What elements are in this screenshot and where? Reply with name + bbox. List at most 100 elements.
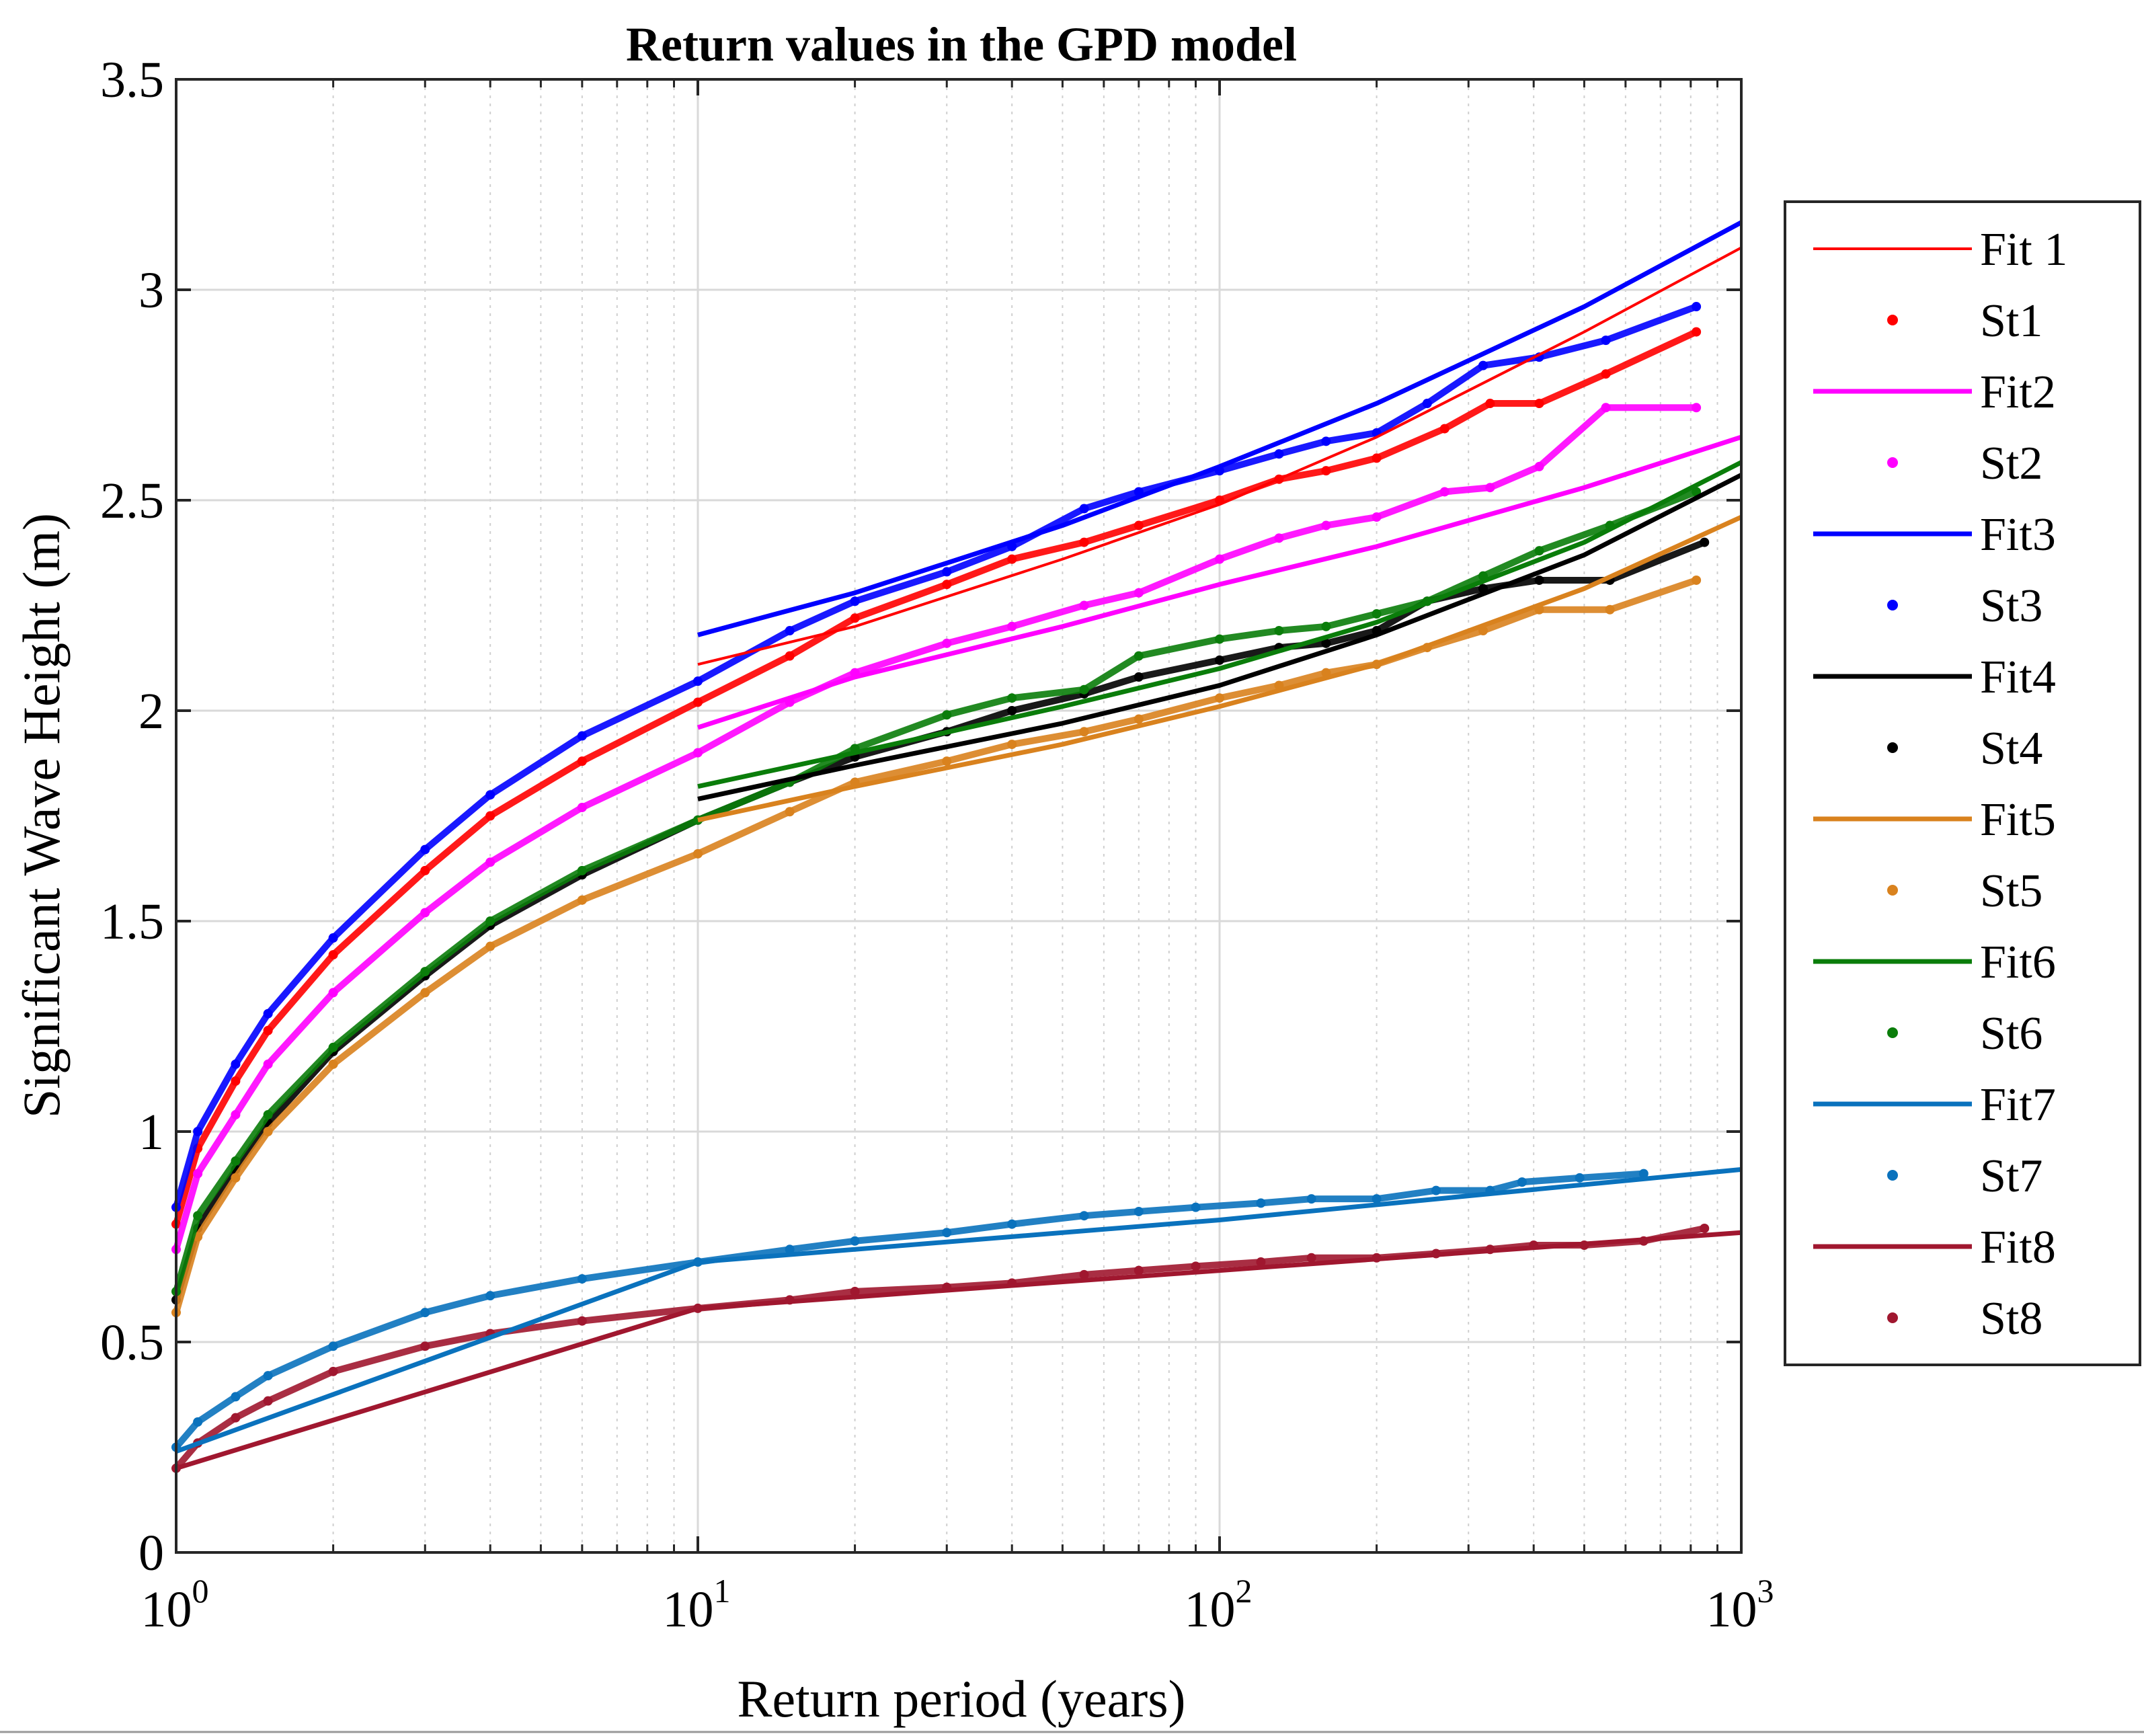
station-point xyxy=(420,1341,430,1351)
legend-label: St1 xyxy=(1980,295,2042,347)
station-point xyxy=(942,756,952,766)
station-trace xyxy=(173,1170,1644,1450)
legend-dot-swatch xyxy=(1887,742,1898,753)
station-point xyxy=(1439,487,1450,497)
station-point xyxy=(420,967,430,977)
station-point xyxy=(1079,727,1089,737)
station-point xyxy=(420,844,430,855)
station-point xyxy=(1692,302,1702,312)
station-point xyxy=(1638,1169,1649,1179)
station-point xyxy=(1439,424,1450,434)
y-tick-label: 3 xyxy=(138,262,164,319)
legend-box xyxy=(1784,200,2141,1366)
station-point xyxy=(1191,1261,1201,1271)
station-point xyxy=(1079,600,1089,610)
station-point xyxy=(193,1211,203,1221)
legend-label: Fit4 xyxy=(1980,652,2056,703)
station-point xyxy=(1372,512,1382,522)
legend-dot-swatch xyxy=(1887,600,1898,610)
y-tick-label: 3.5 xyxy=(100,52,164,108)
station-point xyxy=(1372,1194,1382,1204)
station-point xyxy=(1321,466,1331,476)
legend-label: St5 xyxy=(1980,865,2042,917)
station-point xyxy=(1534,461,1544,471)
station-point xyxy=(231,1173,241,1183)
station-point xyxy=(1256,1198,1266,1208)
station-point xyxy=(942,1228,952,1238)
chart-title: Return values in the GPD model xyxy=(626,17,1297,71)
station-point xyxy=(577,895,587,905)
station-point xyxy=(1079,1269,1089,1279)
station-point xyxy=(693,697,703,707)
station-point xyxy=(1517,1177,1527,1187)
station-point xyxy=(1191,1202,1201,1212)
station-point xyxy=(1134,672,1144,682)
station-point xyxy=(1007,1219,1017,1229)
station-point xyxy=(1134,1265,1144,1275)
x-tick-label: 101 xyxy=(663,1572,731,1638)
station-point xyxy=(1321,638,1331,648)
station-point xyxy=(231,1392,241,1402)
station-point xyxy=(420,1308,430,1318)
fit-line-fit2 xyxy=(697,434,1743,730)
station-point xyxy=(1321,436,1331,446)
station-point xyxy=(420,988,430,998)
station-trace xyxy=(173,404,1697,1251)
station-point xyxy=(1079,684,1089,695)
legend-label: Fit2 xyxy=(1980,366,2056,418)
station-point xyxy=(1079,504,1089,514)
station-trace xyxy=(173,303,1698,1209)
legend-label: St8 xyxy=(1980,1293,2042,1345)
station-point xyxy=(420,865,430,875)
station-point xyxy=(328,950,338,960)
station-point xyxy=(231,1076,241,1086)
station-point xyxy=(1215,655,1224,665)
station-point xyxy=(1700,537,1710,547)
station-point xyxy=(263,1025,273,1035)
station-point xyxy=(577,802,587,812)
station-point xyxy=(1534,399,1544,409)
station-point xyxy=(420,908,430,918)
station-point xyxy=(577,865,587,875)
station-point xyxy=(263,1396,273,1406)
legend-label: St4 xyxy=(1980,723,2042,775)
fit-line-fit1 xyxy=(697,246,1742,666)
station-point xyxy=(193,1169,203,1179)
legend-label: Fit5 xyxy=(1980,794,2056,846)
station-st3 xyxy=(171,302,1702,1212)
station-point xyxy=(328,1341,338,1351)
station-point xyxy=(328,933,338,943)
station-point xyxy=(1007,554,1017,564)
station-point xyxy=(942,710,952,720)
station-point xyxy=(1372,453,1382,463)
station-point xyxy=(850,596,860,606)
legend-label: Fit3 xyxy=(1980,509,2056,561)
station-point xyxy=(231,1059,241,1069)
station-point xyxy=(193,1417,203,1427)
legend-dot-swatch xyxy=(1887,1312,1898,1323)
station-point xyxy=(785,807,795,817)
legend-label: St3 xyxy=(1980,580,2042,632)
station-point xyxy=(1601,369,1611,379)
station-point xyxy=(693,676,703,686)
legend-label: St6 xyxy=(1980,1008,2042,1060)
fit-line-fit7 xyxy=(175,1167,1742,1454)
fit-line-fit6 xyxy=(697,460,1743,789)
y-tick-label: 0 xyxy=(138,1525,164,1581)
station-point xyxy=(1692,575,1702,585)
station-point xyxy=(1007,706,1017,715)
legend-dot-swatch xyxy=(1887,315,1898,325)
legend-dot-swatch xyxy=(1887,885,1898,896)
station-point xyxy=(1700,1223,1710,1233)
legend-label: Fit8 xyxy=(1980,1222,2056,1273)
station-point xyxy=(231,1413,241,1423)
station-point xyxy=(1215,634,1224,644)
station-point xyxy=(328,988,338,998)
station-point xyxy=(577,1316,587,1326)
station-point xyxy=(1079,537,1089,547)
station-point xyxy=(193,1127,203,1136)
station-point xyxy=(1485,399,1495,409)
plot-series xyxy=(171,220,1743,1473)
station-point xyxy=(231,1109,241,1119)
